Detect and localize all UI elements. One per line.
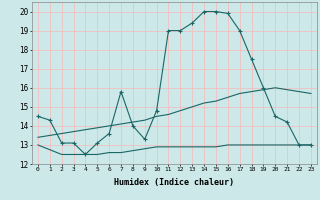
- X-axis label: Humidex (Indice chaleur): Humidex (Indice chaleur): [115, 178, 234, 187]
